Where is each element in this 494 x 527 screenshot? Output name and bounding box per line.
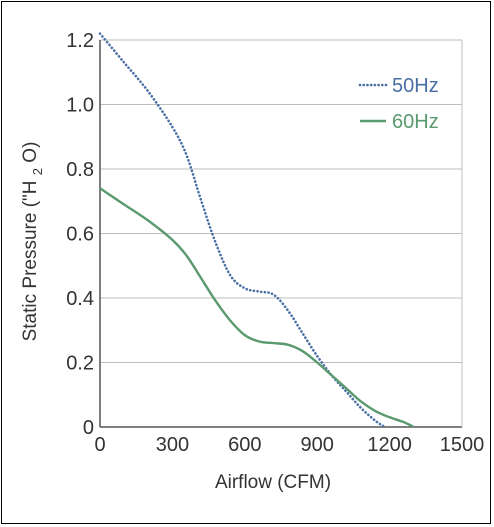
y-tick-label-0.4: 0.4 — [66, 288, 94, 310]
grid-layer — [100, 39, 462, 363]
ticks-layer: 0 300 600 900 1200 1500 0 0.2 0.4 0.6 0.8 1.0 1.2 — [66, 30, 484, 456]
y-tick-label-0: 0 — [83, 417, 94, 439]
y-axis-title-prefix: Static Pressure ("H — [20, 181, 41, 342]
x-tick-label-0: 0 — [94, 434, 105, 456]
legend-label-60Hz: 60Hz — [392, 111, 439, 133]
axes-layer — [99, 40, 463, 428]
x-axis-title: Airflow (CFM) — [215, 472, 331, 493]
x-tick-label-900: 900 — [301, 434, 334, 456]
series-line-60Hz — [99, 187, 415, 429]
x-tick-label-600: 600 — [228, 434, 261, 456]
y-tick-label-0.8: 0.8 — [66, 159, 94, 181]
series-line-50Hz — [98, 32, 387, 429]
y-axis-title-subscript: 2 — [30, 168, 45, 175]
legend: 50Hz 60Hz — [358, 75, 439, 133]
y-tick-label-1.0: 1.0 — [66, 95, 94, 117]
x-tick-label-1500: 1500 — [440, 434, 485, 456]
y-tick-label-0.2: 0.2 — [66, 353, 94, 375]
x-tick-label-1200: 1200 — [367, 434, 412, 456]
x-tick-label-300: 300 — [156, 434, 189, 456]
y-axis-title: Static Pressure ("H 2 O) — [20, 142, 47, 342]
y-tick-label-0.6: 0.6 — [66, 224, 94, 246]
series-layer — [98, 32, 415, 429]
y-tick-label-1.2: 1.2 — [66, 30, 94, 52]
y-axis-title-suffix: O) — [20, 142, 41, 163]
legend-label-50Hz: 50Hz — [392, 75, 439, 97]
